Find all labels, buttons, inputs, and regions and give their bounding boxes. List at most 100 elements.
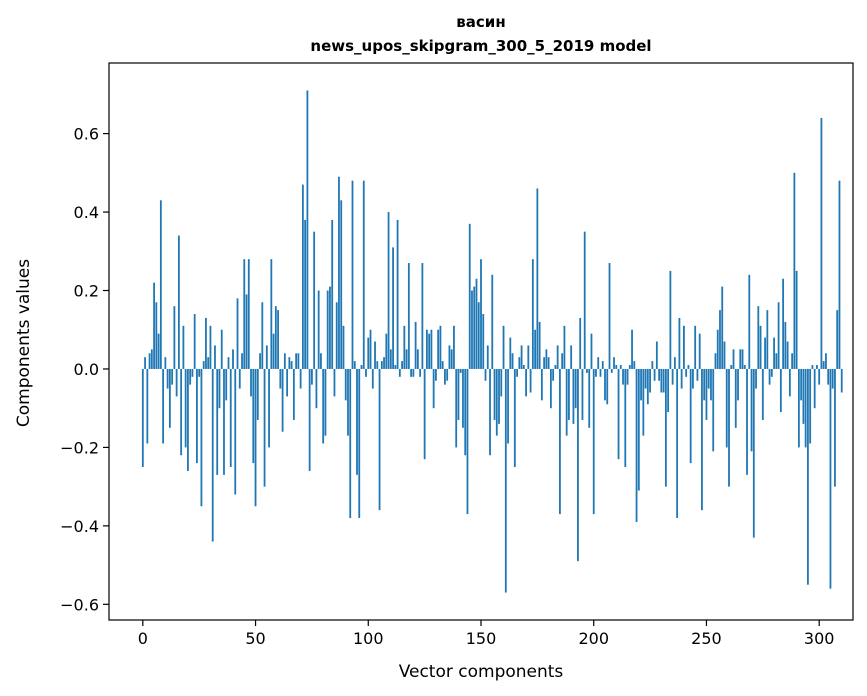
bar-309 — [838, 180, 841, 369]
bar-211 — [617, 368, 620, 460]
bar-310 — [840, 368, 843, 393]
bar-18 — [182, 325, 185, 369]
x-axis-label: Vector components — [399, 662, 564, 682]
bar-270 — [750, 368, 753, 452]
bar-207 — [608, 263, 611, 369]
bar-171 — [527, 345, 530, 369]
bar-260 — [728, 368, 730, 487]
bar-106 — [380, 361, 383, 369]
bar-71 — [301, 184, 304, 369]
bar-186 — [561, 353, 564, 369]
bar-159 — [500, 368, 503, 397]
bar-150 — [480, 259, 482, 369]
bar-185 — [559, 368, 561, 515]
bar-274 — [759, 325, 762, 369]
bar-183 — [554, 365, 557, 369]
bar-250 — [705, 368, 708, 420]
bar-191 — [572, 368, 575, 424]
bar-305 — [829, 368, 832, 589]
bar-137 — [450, 349, 453, 369]
bar-187 — [563, 325, 566, 369]
bar-158 — [498, 368, 500, 424]
bar-209 — [613, 357, 615, 369]
bar-105 — [378, 368, 381, 511]
bar-277 — [766, 310, 769, 369]
bar-254 — [714, 353, 717, 369]
bar-204 — [601, 361, 604, 369]
bar-76 — [313, 231, 316, 369]
bar-115 — [401, 361, 403, 369]
bar-102 — [371, 368, 374, 389]
bar-241 — [685, 368, 688, 377]
bar-42 — [236, 298, 239, 369]
bar-176 — [538, 321, 541, 369]
bar-215 — [626, 368, 629, 385]
bar-244 — [692, 368, 694, 389]
bar-267 — [743, 365, 746, 369]
bar-47 — [247, 259, 250, 369]
bar-74 — [308, 368, 311, 471]
bar-100 — [367, 337, 370, 369]
x-tick-label: 150 — [466, 629, 497, 648]
bar-75 — [311, 368, 313, 385]
bar-17 — [180, 368, 183, 456]
bar-79 — [320, 353, 322, 369]
bar-263 — [734, 368, 737, 428]
bar-56 — [268, 368, 270, 448]
bar-282 — [777, 302, 780, 369]
bar-129 — [432, 368, 435, 409]
bar-216 — [628, 365, 631, 369]
bar-82 — [326, 290, 329, 369]
bar-15 — [175, 368, 178, 397]
bar-279 — [770, 368, 773, 377]
bar-162 — [507, 368, 509, 444]
bar-60 — [277, 310, 279, 369]
bar-299 — [816, 365, 818, 369]
bar-190 — [570, 345, 573, 369]
bar-45 — [243, 259, 246, 369]
bar-220 — [637, 368, 640, 491]
bar-65 — [288, 357, 291, 369]
bar-49 — [252, 368, 255, 464]
bar-246 — [696, 368, 699, 381]
bar-12 — [168, 368, 171, 428]
bar-33 — [216, 368, 219, 475]
bar-36 — [223, 368, 225, 475]
bar-136 — [448, 345, 451, 369]
bar-201 — [595, 368, 597, 377]
bar-237 — [676, 368, 679, 519]
bar-166 — [516, 368, 518, 377]
bar-280 — [773, 337, 775, 369]
bar-93 — [351, 180, 354, 369]
bar-219 — [635, 368, 638, 522]
bar-52 — [259, 353, 261, 369]
bar-142 — [462, 368, 464, 428]
x-tick-label: 200 — [578, 629, 609, 648]
bar-304 — [827, 368, 830, 385]
bar-295 — [807, 368, 809, 585]
bar-163 — [509, 337, 512, 369]
bar-174 — [534, 329, 537, 369]
bar-29 — [207, 357, 210, 369]
bar-205 — [604, 368, 606, 401]
bar-164 — [511, 353, 514, 369]
y-axis-ticks: −0.6 −0.4 −0.2 0.0 0.2 0.4 0.6 — [60, 125, 109, 614]
bar-151 — [482, 314, 485, 369]
bar-109 — [387, 212, 390, 369]
bar-118 — [407, 263, 410, 369]
bar-2 — [146, 368, 149, 444]
bar-262 — [732, 349, 735, 369]
bar-290 — [795, 270, 798, 369]
bar-25 — [198, 368, 201, 377]
bar-64 — [286, 368, 289, 397]
bar-154 — [489, 368, 491, 456]
bar-297 — [811, 365, 814, 369]
bar-24 — [196, 368, 198, 464]
bar-88 — [340, 200, 343, 369]
bar-192 — [574, 368, 577, 409]
bar-97 — [360, 365, 363, 369]
bar-196 — [583, 231, 586, 369]
bar-155 — [491, 274, 494, 369]
bar-32 — [214, 345, 216, 369]
bar-46 — [245, 294, 248, 369]
